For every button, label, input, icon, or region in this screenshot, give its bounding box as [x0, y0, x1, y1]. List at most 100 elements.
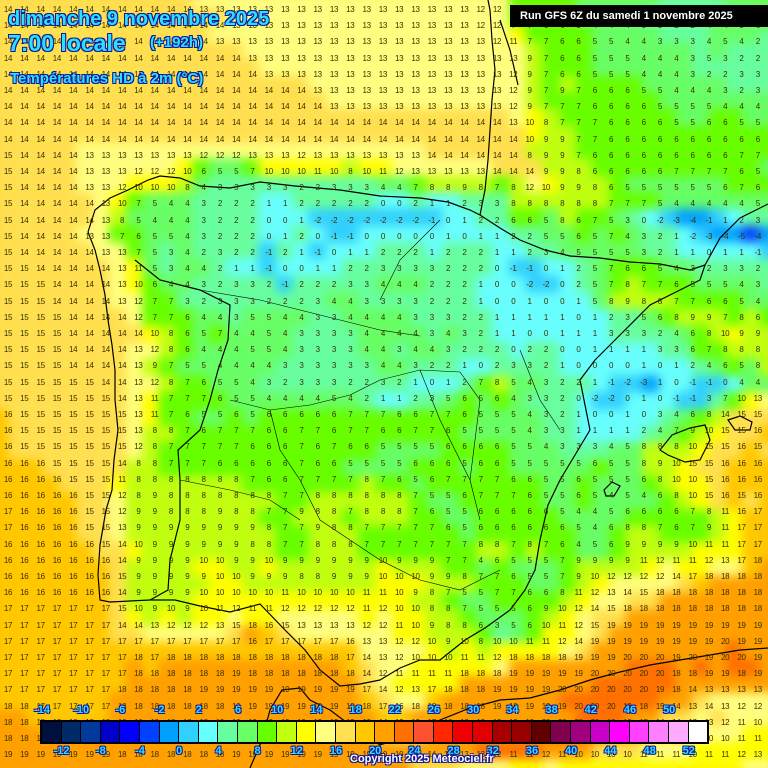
grid-value: 6: [625, 134, 630, 144]
grid-value: 8: [217, 474, 222, 484]
grid-value: 2: [739, 53, 744, 63]
grid-value: 12: [378, 604, 388, 614]
grid-value: 15: [3, 215, 13, 225]
grid-value: 17: [117, 636, 127, 646]
grid-value: 15: [20, 442, 29, 452]
grid-value: 15: [117, 442, 127, 452]
grid-value: 15: [721, 426, 730, 436]
grid-value: 7: [168, 442, 174, 452]
grid-value: 15: [721, 442, 730, 452]
grid-value: 2: [609, 312, 614, 322]
grid-value: 8: [723, 345, 728, 355]
grid-value: 14: [443, 118, 453, 128]
grid-value: 14: [52, 231, 62, 241]
grid-value: 10: [117, 199, 127, 209]
grid-value: 2: [462, 296, 467, 306]
grid-value: 13: [443, 86, 453, 95]
grid-value: 2: [755, 264, 760, 274]
grid-value: 5: [527, 442, 532, 452]
grid-value: 0: [331, 248, 337, 257]
grid-value: 6: [609, 86, 614, 95]
grid-value: 16: [101, 572, 111, 581]
grid-value: 18: [280, 653, 290, 662]
grid-value: 0: [576, 345, 581, 355]
grid-value: 20: [590, 701, 600, 711]
grid-value: 6: [446, 458, 451, 468]
grid-value: 14: [150, 102, 160, 112]
grid-value: 9: [136, 507, 141, 517]
legend-swatch: [669, 722, 689, 742]
grid-value: 4: [543, 442, 548, 452]
grid-value: 12: [525, 183, 534, 193]
grid-value: 9: [576, 183, 581, 193]
grid-value: 3: [478, 199, 483, 209]
grid-value: 10: [264, 555, 274, 565]
grid-value: 14: [20, 199, 29, 209]
grid-value: 2: [560, 410, 565, 419]
grid-value: 0: [380, 199, 385, 209]
grid-value: 0: [625, 393, 630, 403]
grid-value: 5: [592, 491, 597, 500]
grid-value: 9: [152, 588, 157, 598]
grid-value: 15: [3, 199, 13, 209]
grid-value: 3: [397, 264, 402, 274]
grid-value: 8: [266, 491, 271, 500]
grid-value: 0: [706, 248, 711, 257]
grid-value: 18: [476, 701, 486, 711]
grid-value: 5: [168, 231, 174, 241]
grid-value: 10: [150, 329, 160, 338]
grid-value: 9: [168, 539, 174, 549]
grid-value: 3: [185, 296, 190, 306]
grid-value: 6: [723, 150, 728, 160]
grid-value: 6: [331, 410, 337, 419]
grid-value: 0: [576, 312, 581, 322]
grid-value: 1: [397, 393, 402, 403]
grid-value: 15: [101, 474, 111, 484]
east-coastline: [579, 264, 706, 431]
grid-value: 2: [429, 296, 434, 306]
grid-value: 11: [362, 588, 371, 598]
grid-value: 14: [3, 37, 13, 47]
grid-value: 7: [511, 539, 516, 549]
grid-value: 5: [576, 523, 581, 533]
grid-value: 13: [248, 150, 257, 160]
forecast-local-time: 7:00 locale: [7, 29, 126, 56]
grid-value: 9: [283, 555, 288, 565]
grid-value: 14: [52, 296, 62, 306]
grid-value: 7: [315, 426, 320, 436]
grid-value: 3: [364, 296, 369, 306]
grid-value: 4: [413, 345, 418, 355]
grid-value: 5: [560, 474, 565, 484]
grid-value: 18: [199, 750, 208, 760]
grid-value: 6: [755, 183, 760, 193]
grid-value: 18: [362, 701, 371, 711]
grid-value: 14: [199, 102, 208, 112]
grid-value: 10: [362, 167, 371, 176]
grid-value: 8: [674, 312, 679, 322]
grid-value: 17: [688, 572, 697, 581]
grid-value: 16: [69, 507, 78, 517]
grid-value: 15: [3, 150, 13, 160]
grid-value: 8: [446, 604, 451, 614]
grid-value: 2: [446, 248, 451, 257]
grid-value: 7: [446, 555, 451, 565]
grid-value: 6: [609, 102, 614, 112]
grid-value: 13: [117, 523, 127, 533]
grid-value: 14: [199, 69, 208, 79]
grid-value: 14: [85, 5, 94, 14]
grid-value: 14: [69, 345, 78, 355]
grid-value: 18: [150, 701, 160, 711]
grid-value: 5: [576, 248, 581, 257]
grid-value: 10: [297, 167, 306, 176]
grid-value: 7: [478, 377, 483, 387]
grid-value: 5: [657, 199, 663, 209]
grid-value: 5: [478, 393, 483, 403]
grid-value: 13: [460, 37, 469, 47]
grid-value: 14: [280, 134, 290, 144]
grid-value: 14: [232, 86, 241, 95]
grid-value: -3: [640, 377, 647, 387]
legend-label-bottom: 32: [486, 745, 499, 757]
grid-value: 0: [494, 296, 500, 306]
legend-swatch: [610, 722, 630, 742]
grid-value: 13: [101, 215, 111, 225]
